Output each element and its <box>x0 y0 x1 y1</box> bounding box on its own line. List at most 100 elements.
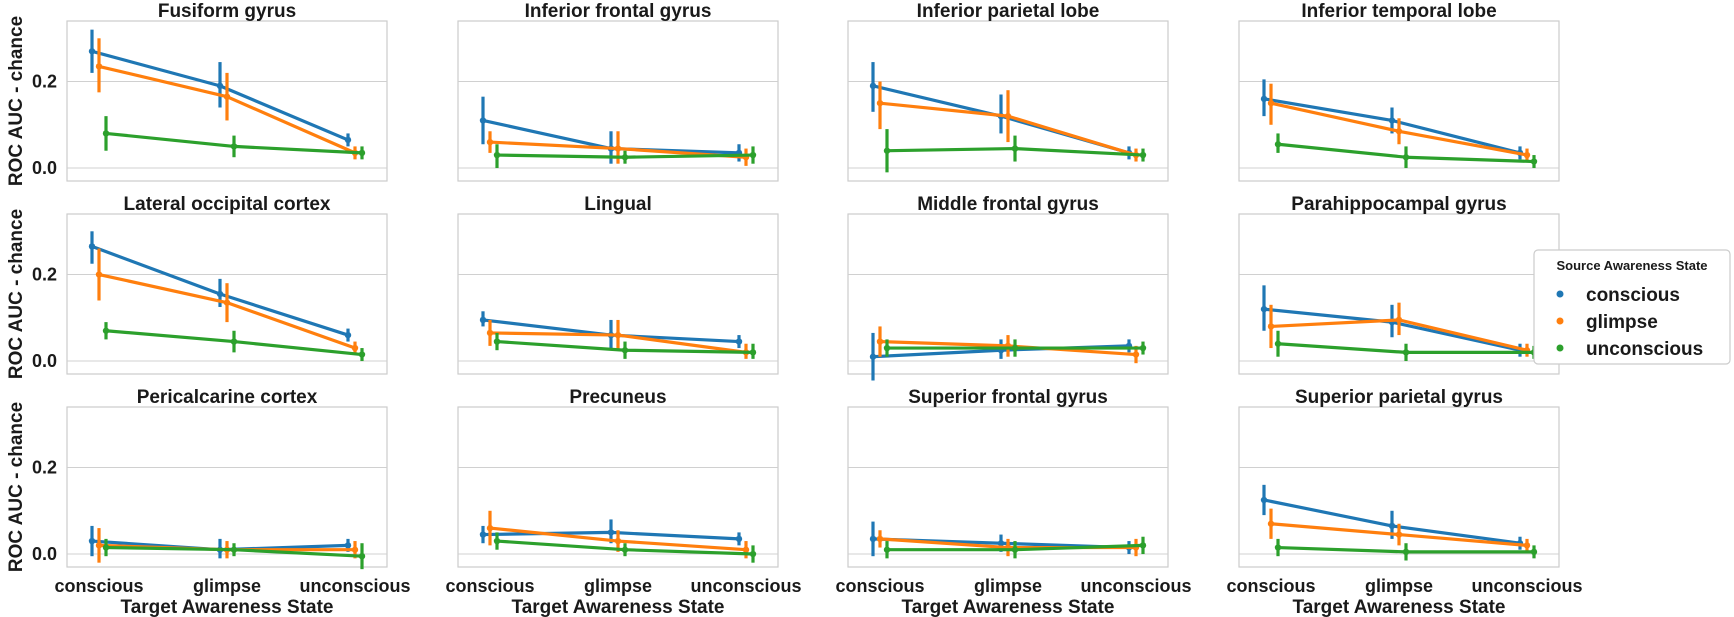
data-point <box>216 82 224 90</box>
data-point <box>614 537 622 545</box>
series-unconscious <box>493 332 757 359</box>
series-unconscious <box>102 322 366 362</box>
panel-title: Parahippocampal gyrus <box>1291 194 1506 215</box>
legend-entry-conscious: conscious <box>1556 285 1680 306</box>
x-axis-label: Target Awareness State <box>902 597 1115 617</box>
data-point <box>493 151 501 159</box>
data-point <box>1523 151 1531 159</box>
x-tick-label: unconscious <box>1471 576 1582 596</box>
legend-label: glimpse <box>1586 312 1658 333</box>
data-point <box>876 535 884 543</box>
data-point <box>223 299 231 306</box>
legend: Source Awareness State conscious glimpse un… <box>1533 249 1731 365</box>
panel-title: Lingual <box>584 194 652 215</box>
legend-entry-glimpse: glimpse <box>1556 312 1658 333</box>
panel-4: Inferior temporal lobe <box>1238 1 1560 182</box>
legend-title: Source Awareness State <box>1556 258 1707 273</box>
data-point <box>102 544 110 551</box>
x-tick-label: glimpse <box>1365 576 1433 596</box>
x-tick-label: glimpse <box>974 576 1042 596</box>
panel-title: Inferior parietal lobe <box>917 1 1100 22</box>
panel-2: Inferior frontal gyrus <box>457 1 779 182</box>
series-unconscious <box>493 532 757 563</box>
data-point <box>479 117 487 124</box>
legend-marker <box>1556 344 1564 352</box>
data-point <box>479 531 487 538</box>
x-tick-label: unconscious <box>690 576 801 596</box>
series-unconscious <box>883 129 1147 173</box>
data-point <box>230 338 238 345</box>
series-glimpse <box>486 510 750 559</box>
y-axis-label: ROC AUC - chance <box>6 16 27 186</box>
data-point <box>614 331 622 339</box>
x-tick-label: conscious <box>835 576 924 596</box>
panel-frame <box>1238 213 1560 375</box>
series-unconscious <box>102 116 366 160</box>
series-conscious <box>1260 79 1524 160</box>
panel-11: Superior frontal gyrus conscious glimpse un… <box>835 387 1191 617</box>
data-point <box>869 353 877 360</box>
data-point <box>493 537 501 545</box>
legend-label: unconscious <box>1586 339 1703 360</box>
x-tick-label: glimpse <box>193 576 261 596</box>
data-point <box>869 82 877 90</box>
data-point <box>479 316 487 324</box>
x-axis-label: Target Awareness State <box>512 597 725 617</box>
x-tick-label: glimpse <box>584 576 652 596</box>
series-glimpse <box>95 248 359 355</box>
data-point <box>358 149 366 157</box>
data-point <box>1267 520 1275 527</box>
data-point <box>1139 542 1147 549</box>
data-point <box>1267 323 1275 330</box>
data-point <box>621 347 629 354</box>
data-point <box>1267 99 1275 107</box>
data-point <box>1530 158 1538 165</box>
x-tick-label: unconscious <box>1080 576 1191 596</box>
data-point <box>95 271 103 278</box>
data-point <box>230 546 238 553</box>
data-point <box>223 93 231 100</box>
x-tick-label: conscious <box>1226 576 1315 596</box>
panel-8: Parahippocampal gyrus <box>1238 194 1560 375</box>
data-point <box>486 329 494 337</box>
x-tick-label: conscious <box>445 576 534 596</box>
series-unconscious <box>1274 133 1538 169</box>
y-axis-label: ROC AUC - chance <box>6 209 27 379</box>
data-point <box>1402 548 1410 556</box>
series-unconscious <box>102 538 366 570</box>
panel-7: Middle frontal gyrus <box>847 194 1169 381</box>
panel-3: Inferior parietal lobe <box>847 1 1169 182</box>
data-point <box>1395 531 1403 538</box>
data-point <box>1260 95 1268 103</box>
data-point <box>493 338 501 345</box>
x-axis-label: Target Awareness State <box>1293 597 1506 617</box>
data-point <box>749 151 757 159</box>
data-point <box>883 546 891 553</box>
panel-title: Pericalcarine cortex <box>137 387 318 408</box>
data-point <box>1395 316 1403 324</box>
data-point <box>351 546 359 553</box>
x-tick-label: conscious <box>54 576 143 596</box>
data-point <box>95 63 103 70</box>
data-point <box>735 338 743 345</box>
panel-title: Precuneus <box>569 387 666 408</box>
data-point <box>1402 349 1410 356</box>
y-tick-label: 0.2 <box>32 458 57 478</box>
series-glimpse <box>876 326 1140 364</box>
data-point <box>883 147 891 154</box>
series-unconscious <box>493 144 757 169</box>
data-point <box>95 542 103 549</box>
data-point <box>1260 305 1268 313</box>
legend-label: conscious <box>1586 285 1680 306</box>
data-point <box>883 344 891 352</box>
data-point <box>1260 496 1268 504</box>
data-point <box>358 351 366 358</box>
panel-title: Lateral occipital cortex <box>124 194 331 215</box>
series-unconscious <box>1274 538 1538 561</box>
series-unconscious <box>883 339 1147 357</box>
panel-6: Lingual <box>457 194 779 375</box>
panel-title: Inferior temporal lobe <box>1301 1 1496 22</box>
data-point <box>607 529 615 536</box>
panel-title: Middle frontal gyrus <box>917 194 1099 215</box>
